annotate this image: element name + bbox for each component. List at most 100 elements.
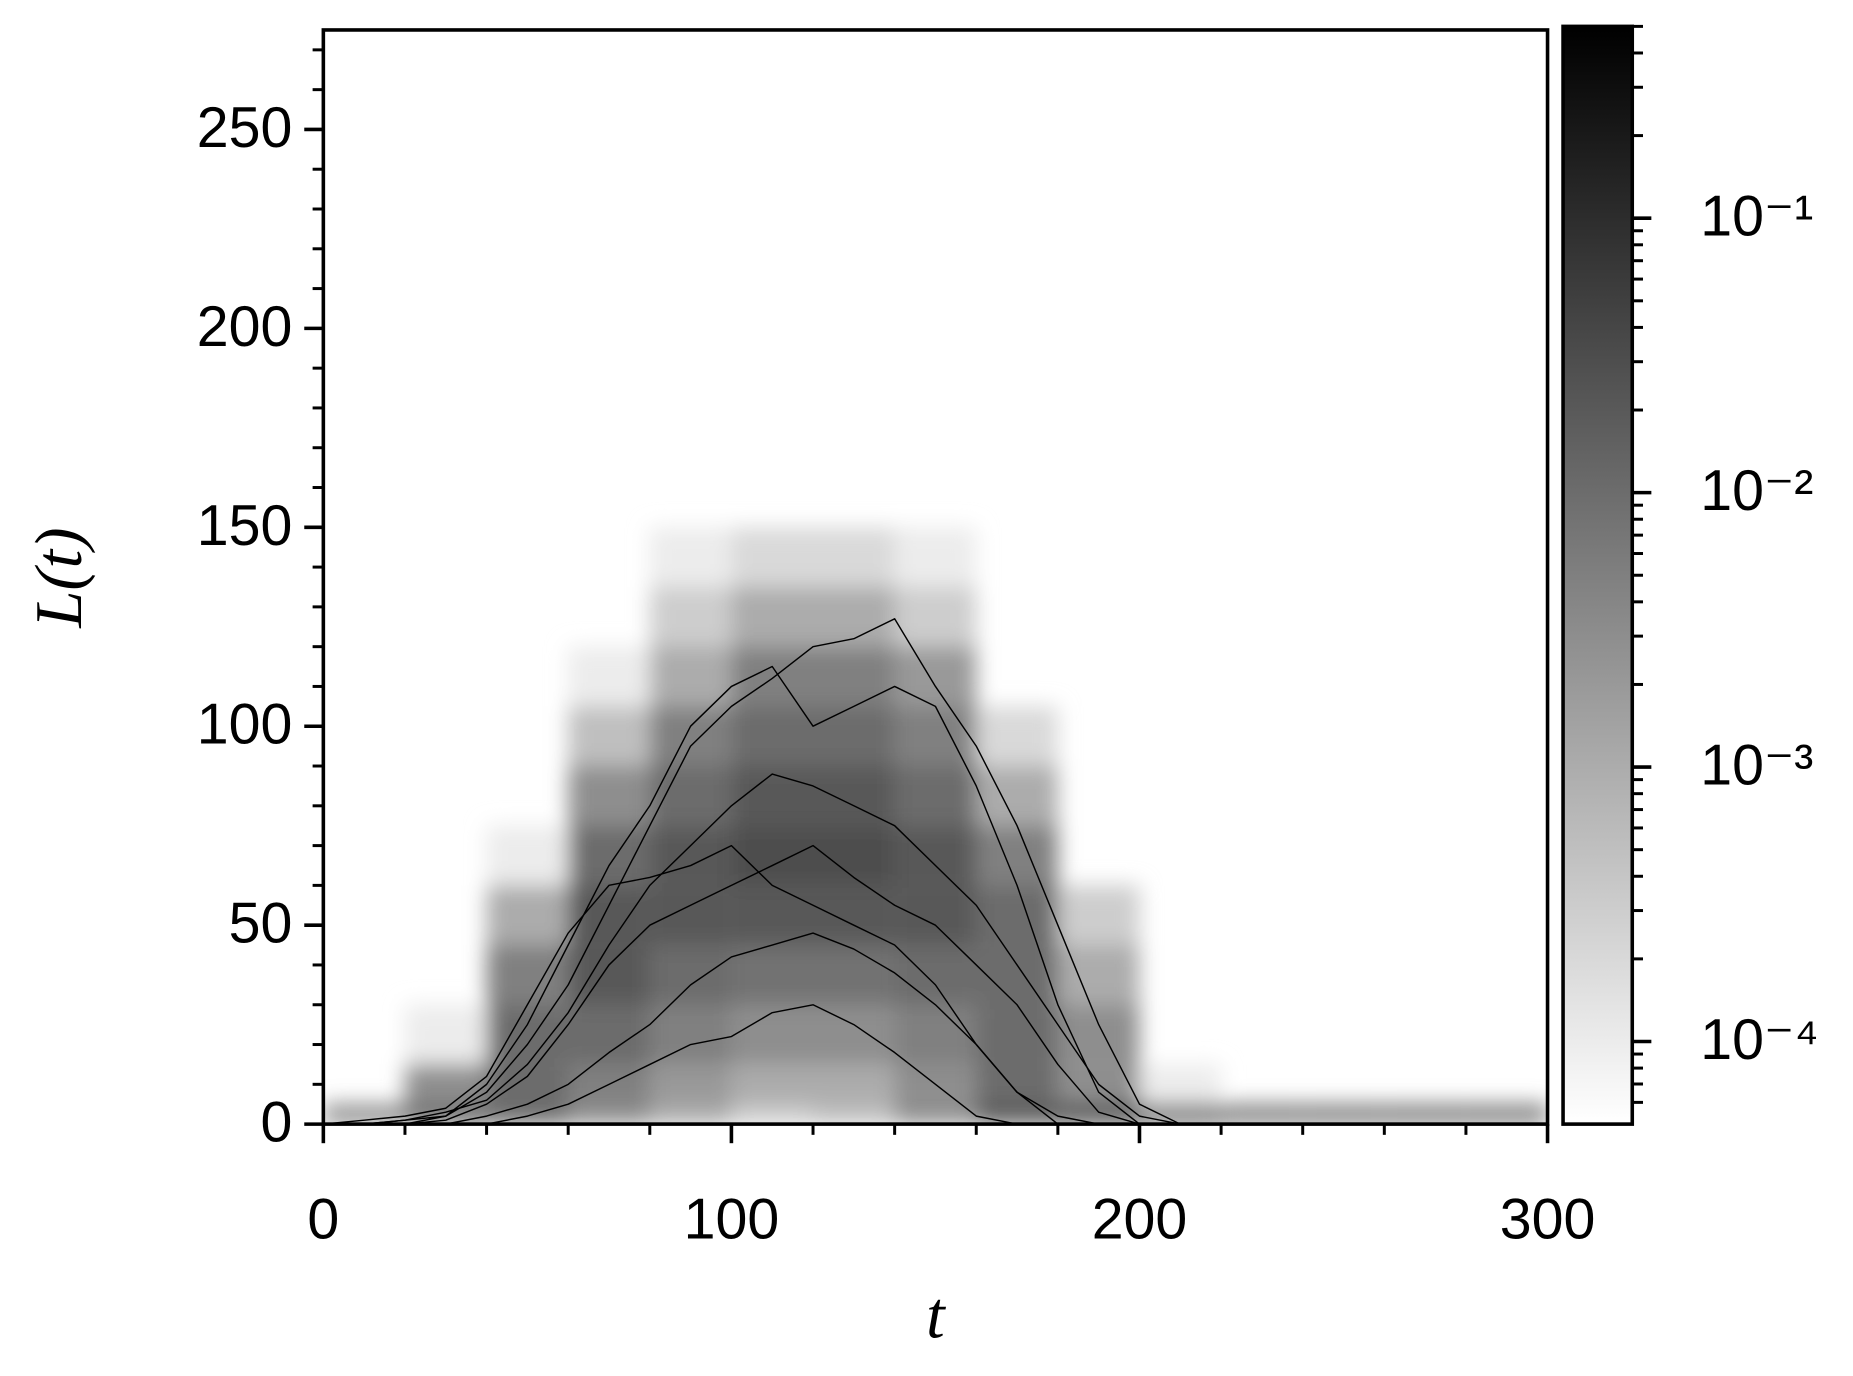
trajectory: [323, 618, 1548, 1125]
heatmap-cell: [731, 1064, 814, 1105]
y-axis-label: L(t): [22, 528, 96, 629]
heatmap-cell: [568, 706, 650, 767]
heatmap-cell: [1057, 1004, 1140, 1065]
heatmap-cell: [568, 1104, 650, 1125]
colorbar-tick-label: 10⁻³: [1700, 734, 1813, 798]
y-tick-label: 0: [260, 1091, 292, 1155]
y-tick-label: 200: [197, 295, 293, 359]
heatmap-cell: [731, 706, 814, 767]
heatmap-cell: [813, 885, 895, 946]
heatmap-cell: [1139, 1064, 1222, 1105]
heatmap-cell: [894, 706, 977, 767]
heatmap-cell: [649, 1064, 732, 1105]
heatmap-cell: [813, 1104, 895, 1125]
heatmap-cell: [894, 586, 977, 647]
heatmap-cell: [649, 825, 732, 886]
heatmap-cell: [813, 1004, 895, 1065]
colorbar-tick-label: 10⁻²: [1700, 459, 1813, 523]
heatmap-cell: [649, 945, 732, 1005]
y-tick-label: 150: [197, 494, 293, 558]
heatmap-cell: [731, 885, 814, 946]
x-tick-label: 300: [1500, 1187, 1596, 1251]
colorbar-tick-label: 10⁻¹: [1700, 185, 1813, 249]
y-tick-label: 250: [197, 96, 293, 160]
heatmap-cell: [976, 706, 1058, 767]
trajectories: [323, 618, 1548, 1125]
heatmap-cell: [568, 885, 650, 946]
trajectory: [323, 665, 1548, 1125]
heatmap-cell: [813, 945, 895, 1005]
heatmap-cell: [813, 1064, 895, 1105]
heatmap-cell: [404, 1004, 487, 1065]
heatmap-cell: [813, 706, 895, 767]
heatmap-cell: [894, 825, 977, 886]
heatmap-cell: [649, 586, 732, 647]
axes: 0 100 200 300 0 50 100 150 200 250 10⁻⁴ 10⁻³ 10⁻² 10⁻…: [197, 24, 1819, 1251]
heatmap-cell: [486, 885, 569, 946]
heatmap-cell: [813, 646, 895, 707]
heatmap-cell: [976, 1104, 1058, 1125]
heatmap-cell: [976, 825, 1058, 886]
colorbar-tick-label: 10⁻⁴: [1700, 1008, 1819, 1072]
heatmap-cell: [976, 1004, 1058, 1065]
plot-frame: [321, 28, 1550, 1126]
heatmap-cell: [568, 825, 650, 886]
x-tick-label: 0: [307, 1187, 339, 1251]
heatmap-cell: [404, 1104, 487, 1125]
heatmap-cell: [894, 527, 977, 587]
heatmap-cell: [976, 766, 1058, 826]
heatmap-cell: [568, 646, 650, 707]
heatmap-cell: [1302, 1104, 1385, 1125]
heatmap-cell: [649, 1104, 732, 1125]
x-tick-label: 200: [1092, 1187, 1188, 1251]
heatmap-cell: [813, 527, 895, 587]
heatmap-cell: [323, 1104, 405, 1125]
trajectory: [323, 844, 1548, 1125]
heatmap-cell: [894, 646, 977, 707]
heatmap-cell: [1465, 1104, 1548, 1125]
trajectory: [323, 932, 1548, 1125]
trajectory: [323, 773, 1548, 1125]
heatmap-cell: [976, 885, 1058, 946]
heatmap-cell: [894, 945, 977, 1005]
y-tick-label: 50: [229, 892, 293, 956]
colorbar: [1561, 24, 1635, 1126]
heatmap-cell: [649, 885, 732, 946]
heatmap-cell: [731, 1104, 814, 1125]
heatmap-cell: [731, 1004, 814, 1065]
heatmap-cell: [731, 945, 814, 1005]
heatmap-cell: [813, 586, 895, 647]
heatmap-cell: [731, 825, 814, 886]
y-tick-label: 100: [197, 693, 293, 757]
heatmap-cell: [1057, 945, 1140, 1005]
trajectory: [323, 1004, 1548, 1125]
heatmap-cell: [486, 1004, 569, 1065]
heatmap-cell: [568, 766, 650, 826]
heatmap-cell: [649, 766, 732, 826]
heatmap-cell: [486, 1104, 569, 1125]
heatmap-cell: [813, 766, 895, 826]
heatmap-cell: [976, 1064, 1058, 1105]
heatmap-cell: [486, 825, 569, 886]
heatmap-cell: [649, 527, 732, 587]
heatmap-cell: [1384, 1104, 1466, 1125]
heatmap-cell: [976, 945, 1058, 1005]
heatmap-cell: [649, 646, 732, 707]
heatmap-cell: [894, 1104, 977, 1125]
x-tick-label: 100: [684, 1187, 780, 1251]
heatmap-cell: [894, 766, 977, 826]
heatmap-cell: [404, 1064, 487, 1105]
x-axis-label: t: [926, 1279, 946, 1353]
heatmap-cell: [649, 1004, 732, 1065]
heatmap-cell: [894, 1004, 977, 1065]
heatmap-cell: [486, 945, 569, 1005]
heatmap-cell: [1221, 1104, 1303, 1125]
heatmap-cell: [1057, 1104, 1140, 1125]
trajectory: [323, 844, 1548, 1125]
heatmap-cell: [649, 706, 732, 767]
heatmap-cell: [486, 1064, 569, 1105]
heatmap-cell: [568, 1004, 650, 1065]
heatmap-cell: [731, 586, 814, 647]
heatmap-cell: [568, 945, 650, 1005]
